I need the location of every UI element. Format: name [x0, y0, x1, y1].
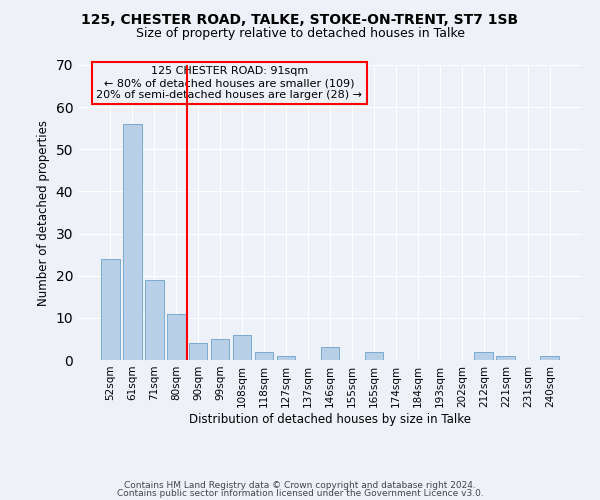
Bar: [255, 352, 274, 360]
Bar: [365, 352, 383, 360]
Bar: [145, 280, 164, 360]
Bar: [475, 352, 493, 360]
Bar: [496, 356, 515, 360]
Bar: [101, 259, 119, 360]
Text: Contains public sector information licensed under the Government Licence v3.0.: Contains public sector information licen…: [116, 488, 484, 498]
Text: Size of property relative to detached houses in Talke: Size of property relative to detached ho…: [136, 28, 464, 40]
Bar: [211, 339, 229, 360]
Bar: [167, 314, 185, 360]
Bar: [233, 334, 251, 360]
X-axis label: Distribution of detached houses by size in Talke: Distribution of detached houses by size …: [189, 412, 471, 426]
Y-axis label: Number of detached properties: Number of detached properties: [37, 120, 50, 306]
Bar: [189, 343, 208, 360]
Bar: [277, 356, 295, 360]
Bar: [541, 356, 559, 360]
Text: Contains HM Land Registry data © Crown copyright and database right 2024.: Contains HM Land Registry data © Crown c…: [124, 481, 476, 490]
Text: 125 CHESTER ROAD: 91sqm
← 80% of detached houses are smaller (109)
20% of semi-d: 125 CHESTER ROAD: 91sqm ← 80% of detache…: [96, 66, 362, 100]
Text: 125, CHESTER ROAD, TALKE, STOKE-ON-TRENT, ST7 1SB: 125, CHESTER ROAD, TALKE, STOKE-ON-TRENT…: [82, 12, 518, 26]
Bar: [320, 348, 340, 360]
Bar: [123, 124, 142, 360]
